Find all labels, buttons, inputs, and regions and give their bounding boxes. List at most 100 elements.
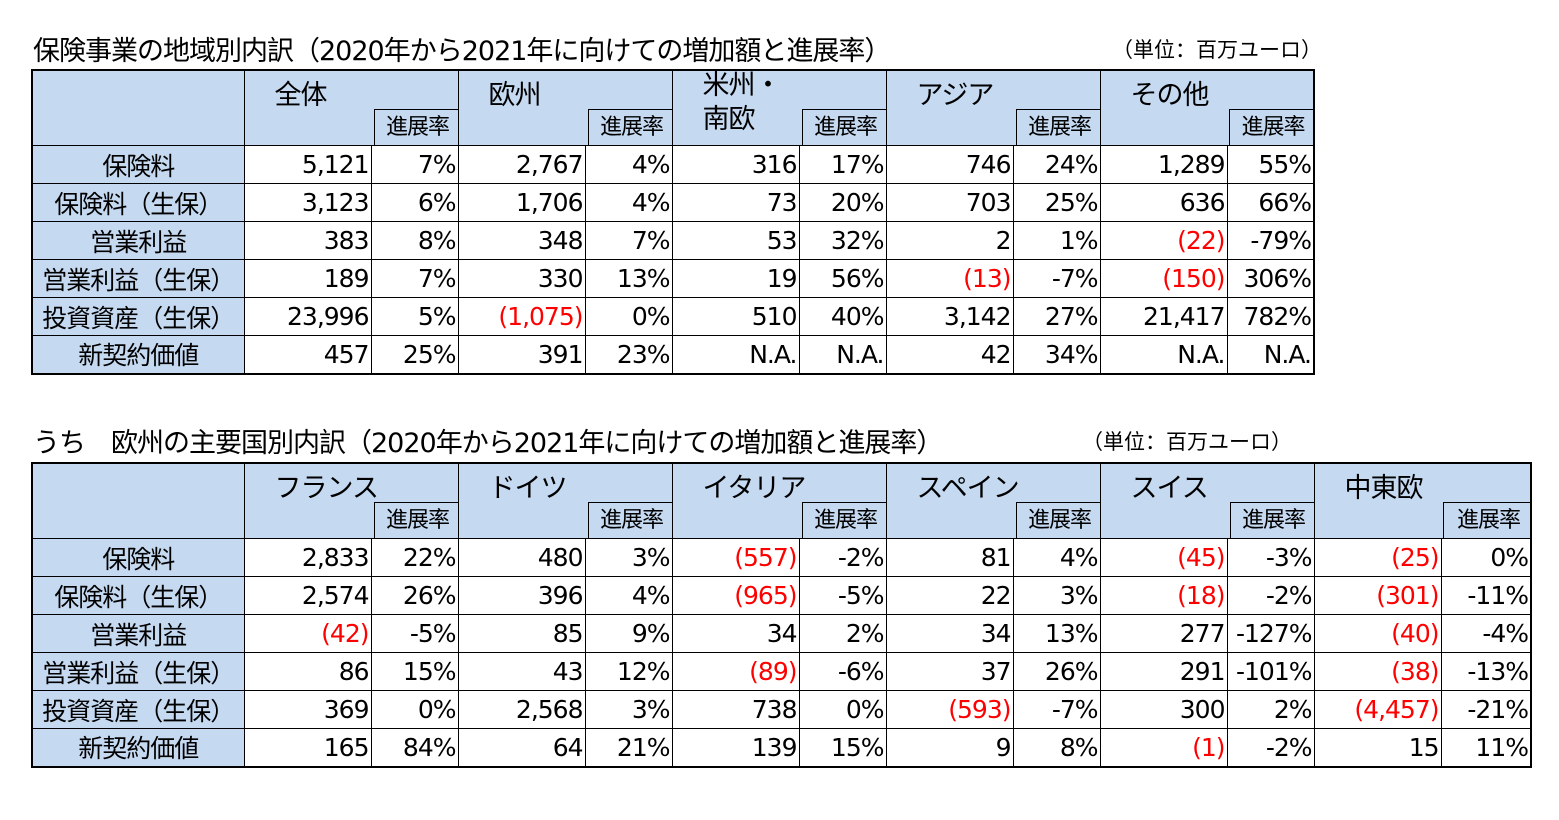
value-cell: (1,075): [457, 297, 586, 336]
value-cell: 457: [243, 335, 372, 374]
value-cell: 383: [243, 221, 372, 260]
group-name: 米州・ 南欧: [702, 70, 782, 135]
table1-title: 保険事業の地域別内訳（2020年から2021年に向けての増加額と進展率）: [33, 36, 891, 67]
rate-cell: -3%: [1226, 538, 1315, 577]
rate-header: 進展率: [587, 502, 671, 538]
rate-cell: 2%: [798, 614, 887, 653]
rate-cell: -79%: [1226, 221, 1315, 260]
value-cell: 2,568: [457, 690, 586, 729]
rate-cell: 20%: [798, 183, 887, 222]
value-cell: 23,996: [243, 297, 372, 336]
value-cell: (1): [1099, 728, 1228, 767]
rate-cell: 4%: [584, 183, 673, 222]
rate-header: 進展率: [587, 109, 671, 145]
value-cell: (150): [1099, 259, 1228, 298]
value-cell: N.A.: [1099, 335, 1228, 374]
value-cell: 81: [885, 538, 1014, 577]
rate-header: 進展率: [1015, 502, 1099, 538]
row-label: 営業利益: [31, 221, 245, 260]
table-row: 投資資産（生保） 369 0% 2,568 3% 738 0% (593) -7% 300 2% (4…: [31, 690, 1532, 729]
rate-cell: N.A.: [1226, 335, 1315, 374]
value-cell: 1,706: [457, 183, 586, 222]
value-cell: 64: [457, 728, 586, 767]
rate-header: 進展率: [1229, 109, 1313, 145]
rate-cell: 8%: [370, 221, 459, 260]
value-cell: (557): [671, 538, 800, 577]
group-name: 中東欧: [1344, 473, 1424, 504]
value-cell: (22): [1099, 221, 1228, 260]
rate-cell: -21%: [1440, 690, 1532, 729]
rate-cell: 13%: [1012, 614, 1101, 653]
value-cell: (40): [1313, 614, 1442, 653]
header-corner: [31, 462, 245, 539]
rate-cell: 17%: [798, 145, 887, 184]
rate-cell: 27%: [1012, 297, 1101, 336]
table2-title: うち 欧州の主要国別内訳（2020年から2021年に向けての増加額と進展率）: [33, 428, 943, 459]
rate-cell: 34%: [1012, 335, 1101, 374]
value-cell: 3,123: [243, 183, 372, 222]
value-cell: 22: [885, 576, 1014, 615]
value-cell: 53: [671, 221, 800, 260]
group-header: スイス 進展率: [1099, 462, 1315, 539]
group-name: フランス: [274, 473, 379, 504]
group-name: イタリア: [702, 473, 807, 504]
row-label: 営業利益（生保）: [31, 652, 245, 691]
row-label: 新契約価値: [31, 335, 245, 374]
table-row: 保険料 2,833 22% 480 3% (557) -2% 81 4% (45) -3% (25) 0…: [31, 538, 1532, 577]
value-cell: 330: [457, 259, 586, 298]
group-header: アジア 進展率: [885, 69, 1101, 146]
table-row: 保険料（生保） 3,123 6% 1,706 4% 73 20% 703 25% 636 66%: [31, 183, 1315, 222]
row-label: 保険料（生保）: [31, 183, 245, 222]
value-cell: 85: [457, 614, 586, 653]
rate-cell: -127%: [1226, 614, 1315, 653]
rate-header: 進展率: [801, 502, 885, 538]
rate-cell: -7%: [1012, 690, 1101, 729]
value-cell: (25): [1313, 538, 1442, 577]
rate-cell: 306%: [1226, 259, 1315, 298]
value-cell: 34: [885, 614, 1014, 653]
europe-country-table: フランス 進展率 ドイツ 進展率 イタリア 進展率 スペイン 進展率 スイス 進展率 中東欧 進展率保…: [31, 462, 1532, 768]
value-cell: 42: [885, 335, 1014, 374]
value-cell: 738: [671, 690, 800, 729]
rate-cell: -2%: [1226, 576, 1315, 615]
value-cell: 391: [457, 335, 586, 374]
rate-cell: 26%: [370, 576, 459, 615]
rate-cell: 15%: [370, 652, 459, 691]
value-cell: 43: [457, 652, 586, 691]
rate-header: 進展率: [1229, 502, 1313, 538]
rate-cell: 12%: [584, 652, 673, 691]
value-cell: 277: [1099, 614, 1228, 653]
value-cell: 291: [1099, 652, 1228, 691]
rate-cell: 5%: [370, 297, 459, 336]
table-row: 営業利益（生保） 189 7% 330 13% 19 56% (13) -7% (150) 306%: [31, 259, 1315, 298]
value-cell: 746: [885, 145, 1014, 184]
group-name: アジア: [916, 80, 995, 111]
rate-cell: 7%: [584, 221, 673, 260]
value-cell: (13): [885, 259, 1014, 298]
rate-cell: 15%: [798, 728, 887, 767]
table1-unit: （単位：百万ユーロ）: [1112, 38, 1322, 62]
rate-cell: -2%: [1226, 728, 1315, 767]
rate-cell: 7%: [370, 259, 459, 298]
rate-cell: 4%: [1012, 538, 1101, 577]
value-cell: 21,417: [1099, 297, 1228, 336]
group-header: イタリア 進展率: [671, 462, 887, 539]
value-cell: (4,457): [1313, 690, 1442, 729]
rate-cell: 4%: [584, 576, 673, 615]
group-header: 全体 進展率: [243, 69, 459, 146]
rate-cell: 1%: [1012, 221, 1101, 260]
rate-cell: -101%: [1226, 652, 1315, 691]
rate-cell: 13%: [584, 259, 673, 298]
value-cell: 165: [243, 728, 372, 767]
rate-cell: 23%: [584, 335, 673, 374]
rate-cell: -13%: [1440, 652, 1532, 691]
rate-cell: 8%: [1012, 728, 1101, 767]
rate-cell: 7%: [370, 145, 459, 184]
rate-cell: 0%: [1440, 538, 1532, 577]
rate-cell: 9%: [584, 614, 673, 653]
group-name: その他: [1130, 80, 1210, 111]
table-row: 保険料（生保） 2,574 26% 396 4% (965) -5% 22 3% (18) -2%(…: [31, 576, 1532, 615]
row-label: 保険料（生保）: [31, 576, 245, 615]
rate-cell: -6%: [798, 652, 887, 691]
value-cell: 15: [1313, 728, 1442, 767]
